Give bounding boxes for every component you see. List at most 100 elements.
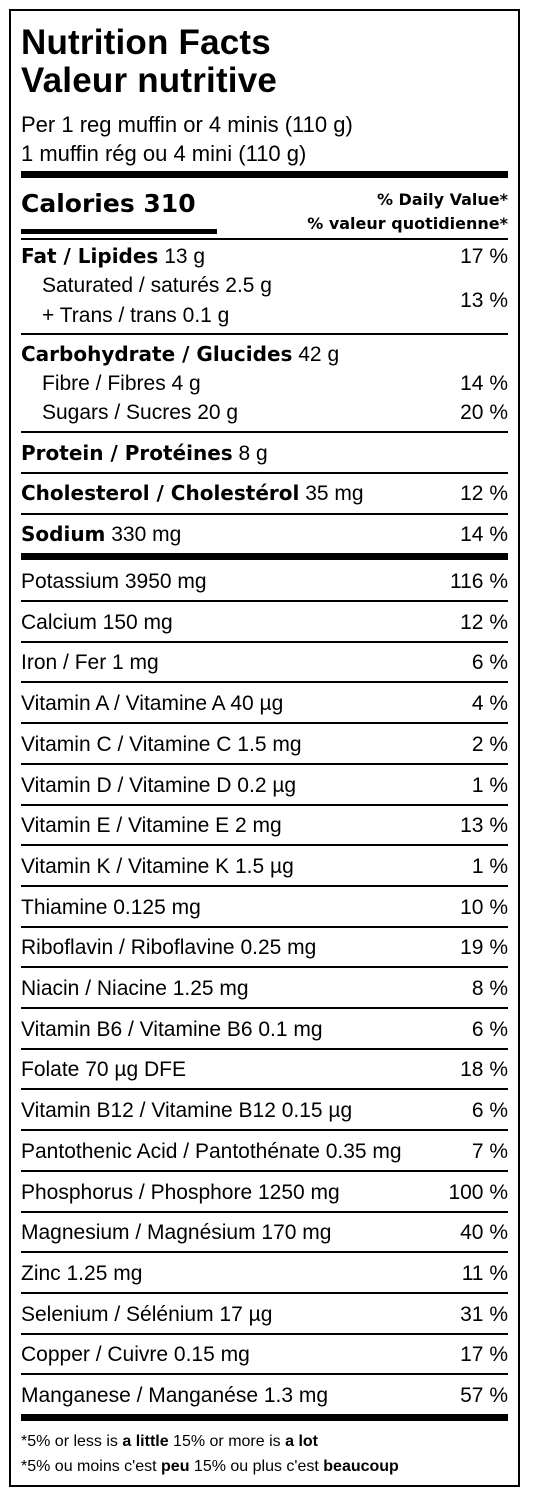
fat-daily-value: 17 % [460, 245, 508, 268]
sugars-row: Sugars / Sucres 20 g 20 % [21, 402, 508, 423]
nutrient-daily-value: 116 % [450, 570, 508, 593]
nutrient-daily-value: 18 % [460, 1058, 508, 1082]
saturated-trans-line-1: Saturated / saturés 2.5 g [42, 274, 272, 297]
nutrient-name: Pantothenic Acid / Pantothénate 0.35 mg [21, 1139, 402, 1163]
nutrient-name: Calcium 150 mg [21, 610, 173, 634]
divider [21, 681, 508, 684]
nutrient-row: Vitamin B12 / Vitamine B12 0.15 µg 6 % [21, 1100, 508, 1121]
daily-value-header: % Daily Value* % valeur quotidienne* [307, 188, 508, 236]
thick-divider [21, 1414, 508, 1421]
divider [21, 1169, 508, 1172]
divider [21, 333, 508, 335]
cholesterol-row: Cholesterol / Cholestérol 35 mg 12 % [21, 483, 508, 504]
footnote-french: *5% ou moins c'est peu 15% ou plus c'est… [21, 1459, 399, 1475]
nutrient-name: Vitamin E / Vitamine E 2 mg [21, 814, 282, 838]
fibre-text: Fibre / Fibres 4 g [42, 372, 201, 395]
title-english: Nutrition Facts [21, 23, 271, 62]
carbohydrate-amount: 42 g [298, 343, 340, 366]
nutrient-row: Iron / Fer 1 mg 6 % [21, 652, 508, 673]
nutrient-daily-value: 4 % [471, 692, 508, 716]
nutrient-name: Phosphorus / Phosphore 1250 mg [21, 1180, 340, 1204]
divider [21, 1047, 508, 1050]
nutrient-daily-value: 12 % [460, 610, 508, 634]
footnote-french-beaucoup: beaucoup [323, 1458, 399, 1475]
fat-amount: 13 g [164, 245, 206, 268]
footnote-french-peu: peu [161, 1458, 190, 1475]
divider [21, 966, 508, 969]
divider [21, 762, 508, 765]
divider [21, 600, 508, 602]
nutrient-daily-value: 6 % [471, 1017, 508, 1041]
calories-line: Calories 310 [21, 189, 196, 218]
divider [21, 238, 508, 240]
divider [21, 431, 508, 433]
nutrient-daily-value: 100 % [448, 1180, 508, 1204]
divider [21, 1129, 508, 1132]
calories-underline [21, 229, 217, 234]
fat-row: Fat / Lipides 13 g 17 % [21, 246, 508, 267]
nutrient-daily-value: 6 % [471, 651, 508, 675]
nutrient-row: Copper / Cuivre 0.15 mg 17 % [21, 1344, 508, 1365]
nutrient-row: Vitamin C / Vitamine C 1.5 mg 2 % [21, 734, 508, 755]
protein-label: Protein / Protéines [21, 441, 233, 465]
cholesterol-daily-value: 12 % [460, 482, 508, 505]
divider [21, 1332, 508, 1335]
footnote-english: *5% or less is a little 15% or more is a… [21, 1434, 318, 1450]
nutrient-name: Iron / Fer 1 mg [21, 651, 159, 675]
divider [21, 472, 508, 474]
fat-label: Fat / Lipides [21, 244, 159, 268]
sodium-row: Sodium 330 mg 14 % [21, 524, 508, 545]
nutrient-name: Selenium / Sélénium 17 µg [21, 1302, 273, 1326]
nutrition-facts-label: Nutrition Facts Valeur nutritive Per 1 r… [9, 9, 520, 1487]
nutrient-row: Niacin / Niacine 1.25 mg 8 % [21, 978, 508, 999]
divider [21, 884, 508, 887]
nutrient-daily-value: 13 % [460, 814, 508, 838]
cholesterol-amount: 35 mg [305, 482, 364, 505]
nutrient-row: Vitamin A / Vitamine A 40 µg 4 % [21, 693, 508, 714]
nutrient-row: Vitamin D / Vitamine D 0.2 µg 1 % [21, 775, 508, 796]
nutrient-name: Magnesium / Magnésium 170 mg [21, 1221, 332, 1245]
divider [21, 925, 508, 928]
nutrient-row: Selenium / Sélénium 17 µg 31 % [21, 1304, 508, 1325]
nutrient-row: Manganese / Manganése 1.3 mg 57 % [21, 1385, 508, 1406]
nutrient-daily-value: 8 % [471, 977, 508, 1000]
nutrient-name: Copper / Cuivre 0.15 mg [21, 1343, 250, 1367]
divider [21, 513, 508, 515]
title-french: Valeur nutritive [21, 61, 278, 100]
divider [21, 722, 508, 725]
protein-amount: 8 g [238, 442, 268, 465]
daily-value-header-french: % valeur quotidienne* [307, 214, 508, 233]
sodium-amount: 330 mg [111, 523, 182, 546]
thick-divider [21, 553, 508, 560]
nutrient-daily-value: 11 % [461, 1261, 508, 1285]
sodium-daily-value: 14 % [460, 523, 508, 546]
serving-size-french: 1 muffin rég ou 4 mini (110 g) [21, 141, 307, 166]
nutrient-daily-value: 1 % [471, 854, 508, 878]
divider [21, 1088, 508, 1091]
nutrient-daily-value: 40 % [460, 1221, 508, 1245]
nutrient-row: Vitamin E / Vitamine E 2 mg 13 % [21, 815, 508, 836]
nutrient-row: Calcium 150 mg 12 % [21, 612, 508, 633]
saturated-trans-daily-value: 13 % [460, 289, 508, 312]
nutrient-name: Vitamin K / Vitamine K 1.5 µg [21, 854, 294, 878]
nutrient-name: Thiamine 0.125 mg [21, 895, 201, 919]
footnote-french-part: 15% ou plus c'est [189, 1458, 324, 1475]
nutrient-daily-value: 7 % [471, 1139, 508, 1163]
nutrient-row: Phosphorus / Phosphore 1250 mg 100 % [21, 1182, 508, 1203]
divider [21, 1373, 508, 1376]
footnote-english-little: a little [122, 1433, 169, 1450]
nutrient-row: Vitamin B6 / Vitamine B6 0.1 mg 6 % [21, 1019, 508, 1040]
saturated-trans-line-2: + Trans / trans 0.1 g [42, 304, 230, 327]
carbohydrate-label: Carbohydrate / Glucides [21, 342, 293, 366]
nutrient-name: Vitamin B12 / Vitamine B12 0.15 µg [21, 1099, 353, 1123]
nutrient-daily-value: 6 % [471, 1099, 508, 1123]
thick-divider [21, 171, 508, 178]
nutrient-name: Vitamin A / Vitamine A 40 µg [21, 692, 284, 716]
nutrient-name: Potassium 3950 mg [21, 570, 207, 593]
nutrient-daily-value: 31 % [460, 1302, 508, 1326]
nutrient-row: Thiamine 0.125 mg 10 % [21, 897, 508, 918]
footnote-english-part: 15% or more is [168, 1433, 286, 1450]
divider [21, 1251, 508, 1254]
nutrient-daily-value: 19 % [460, 936, 508, 960]
nutrient-daily-value: 1 % [471, 773, 508, 797]
